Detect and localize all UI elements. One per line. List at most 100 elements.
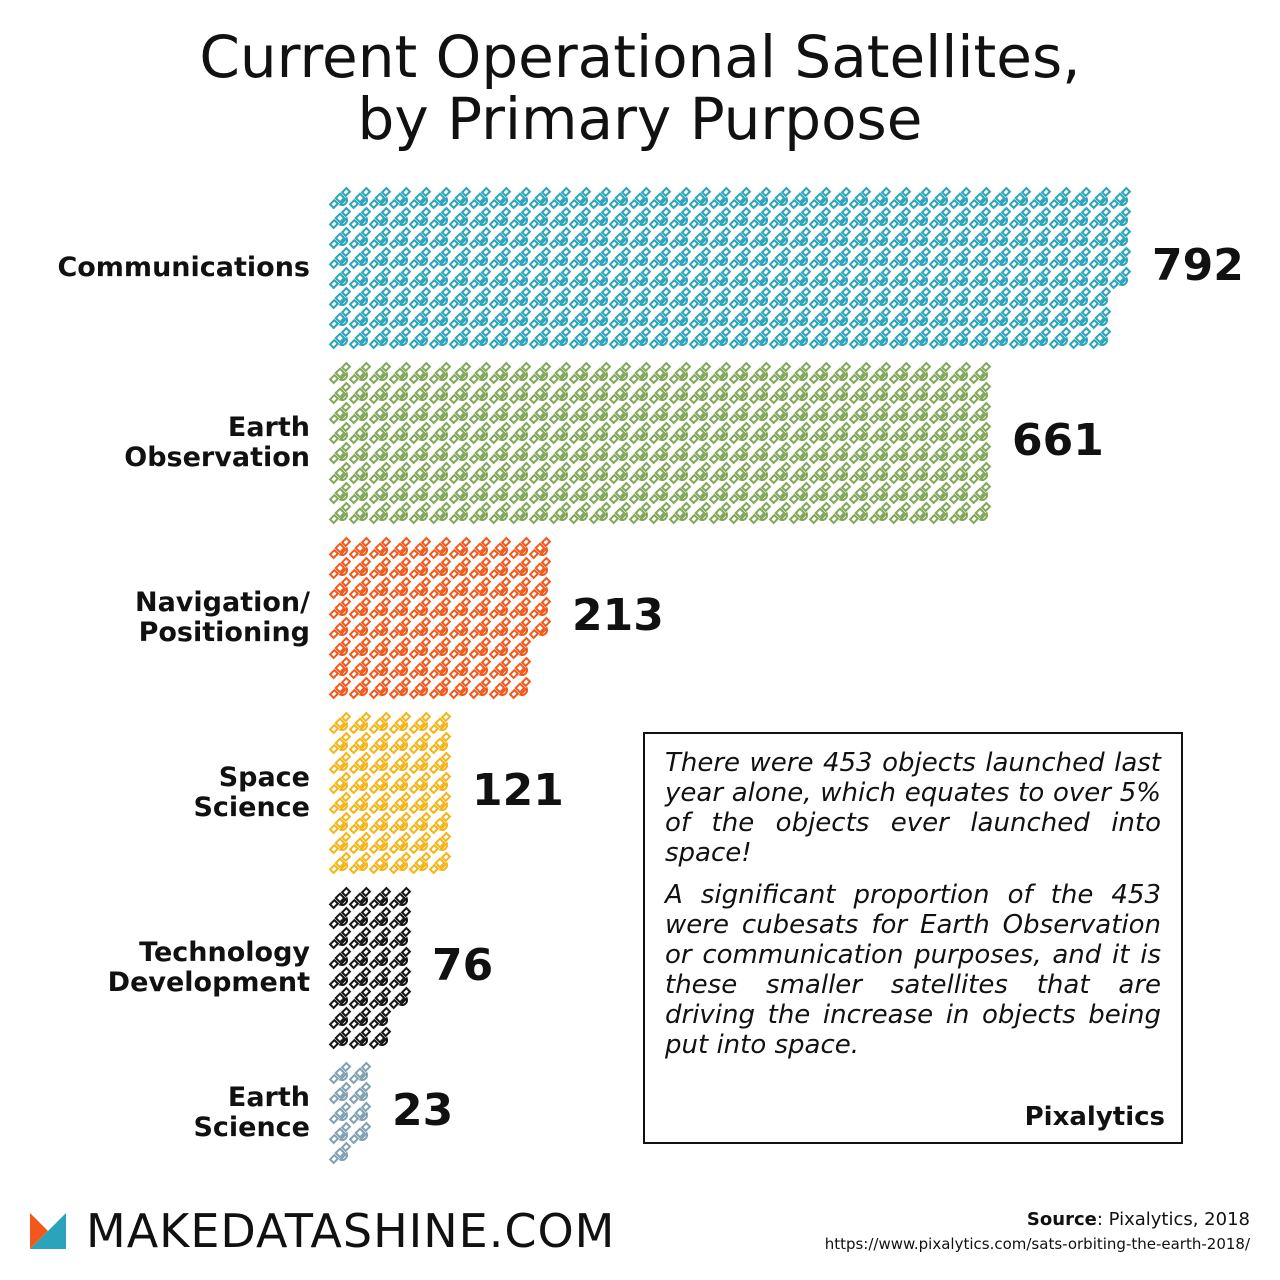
category-label-line: Earth: [227, 412, 310, 443]
satellite-icon: [368, 751, 392, 775]
satellite-icon: [488, 401, 512, 425]
satellite-icon: [888, 266, 912, 290]
satellite-icon: [868, 381, 892, 405]
satellite-icon: [528, 266, 552, 290]
satellite-icon: [1008, 246, 1032, 270]
satellite-icon: [1008, 306, 1032, 330]
satellite-icon: [908, 361, 932, 385]
source-url[interactable]: https://www.pixalytics.com/sats-orbiting…: [824, 1235, 1250, 1253]
satellite-icon: [728, 381, 752, 405]
satellite-icon: [688, 421, 712, 445]
satellite-icon: [568, 361, 592, 385]
satellite-icon: [968, 306, 992, 330]
satellite-icon: [1048, 286, 1072, 310]
satellite-icon: [828, 381, 852, 405]
satellite-icon: [588, 266, 612, 290]
satellite-icon: [448, 361, 472, 385]
satellite-icon: [728, 421, 752, 445]
satellite-icon: [348, 536, 372, 560]
satellite-icon: [848, 246, 872, 270]
satellite-icon: [708, 186, 732, 210]
satellite-icon: [588, 381, 612, 405]
note-paragraph-1: There were 453 objects launched last yea…: [665, 748, 1161, 868]
category-label-line: Communications: [57, 252, 310, 283]
satellite-icon: [648, 381, 672, 405]
satellite-icon: [488, 481, 512, 505]
satellite-icon: [608, 246, 632, 270]
satellite-icon: [588, 401, 612, 425]
satellite-icon: [468, 421, 492, 445]
satellite-icon: [508, 536, 532, 560]
source-text: : Pixalytics, 2018: [1096, 1209, 1250, 1230]
satellite-icon: [488, 206, 512, 230]
satellite-icon: [388, 791, 412, 815]
satellite-icon: [368, 1006, 392, 1030]
satellite-icon: [1108, 206, 1132, 230]
satellite-icon: [508, 501, 532, 525]
category-label-line: Navigation/: [134, 587, 310, 618]
satellite-icon: [328, 556, 352, 580]
source-label: Source: [1026, 1209, 1097, 1230]
satellite-icon: [908, 206, 932, 230]
satellite-icon: [368, 536, 392, 560]
satellite-icon: [408, 381, 432, 405]
satellite-icon: [508, 656, 532, 680]
satellite-icon: [548, 421, 572, 445]
satellite-icon: [328, 481, 352, 505]
satellite-icon: [888, 206, 912, 230]
satellite-icon: [948, 326, 972, 350]
satellite-icon: [548, 461, 572, 485]
satellite-icon: [808, 186, 832, 210]
satellite-icon: [468, 401, 492, 425]
satellite-icon: [568, 226, 592, 250]
satellite-icon: [468, 306, 492, 330]
satellite-icon: [748, 326, 772, 350]
satellite-icon: [608, 226, 632, 250]
satellite-icon: [748, 441, 772, 465]
satellite-icon: [748, 401, 772, 425]
satellite-icon: [768, 326, 792, 350]
satellite-icon: [428, 441, 452, 465]
satellite-icon: [348, 596, 372, 620]
satellite-icon: [1048, 226, 1072, 250]
satellite-icon: [708, 226, 732, 250]
satellite-icon: [328, 656, 352, 680]
satellite-icon: [428, 421, 452, 445]
value-label: 661: [1012, 415, 1104, 466]
satellite-icon: [868, 306, 892, 330]
satellite-icon: [388, 326, 412, 350]
satellite-icon: [668, 286, 692, 310]
satellite-icon: [348, 986, 372, 1010]
satellite-icon: [788, 501, 812, 525]
satellite-icon: [948, 186, 972, 210]
satellite-icon: [348, 206, 372, 230]
satellite-icon: [648, 501, 672, 525]
satellite-icon: [328, 1026, 352, 1050]
satellite-icon: [968, 361, 992, 385]
satellite-icon: [528, 326, 552, 350]
satellite-icon: [328, 286, 352, 310]
satellite-icon: [328, 926, 352, 950]
category-label-line: Science: [193, 792, 310, 823]
satellite-icon: [408, 656, 432, 680]
satellite-icon: [488, 186, 512, 210]
satellite-icon: [348, 1026, 372, 1050]
satellite-icon: [968, 246, 992, 270]
satellite-icon: [688, 246, 712, 270]
satellite-icon: [668, 501, 692, 525]
satellite-icon: [728, 286, 752, 310]
satellite-icon: [748, 206, 772, 230]
satellite-icon: [968, 501, 992, 525]
satellite-icon: [1028, 286, 1052, 310]
satellite-icon: [348, 831, 372, 855]
satellite-icon: [928, 306, 952, 330]
satellite-icon: [928, 266, 952, 290]
satellite-icon: [388, 206, 412, 230]
satellite-icon: [928, 186, 952, 210]
satellite-icon: [708, 266, 732, 290]
satellite-icon: [368, 441, 392, 465]
satellite-icon: [548, 246, 572, 270]
satellite-icon: [708, 381, 732, 405]
satellite-icon: [788, 481, 812, 505]
category-label-line: Space: [218, 762, 310, 793]
